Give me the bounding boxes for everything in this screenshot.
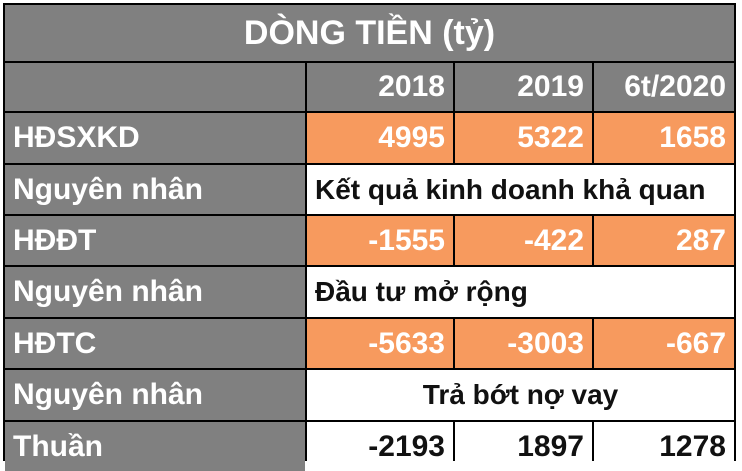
row-label-reason-2: Nguyên nhân (5, 267, 305, 317)
row-label-hdsxkd: HĐSXKD (5, 113, 305, 163)
row-label-hdtc: HĐTC (5, 319, 305, 368)
row-label-reason-3: Nguyên nhân (5, 370, 305, 420)
hddt-6t-2020: 287 (594, 216, 734, 265)
thuan-2019: 1897 (455, 422, 592, 471)
hddt-2019: -422 (455, 216, 592, 265)
row-label-reason-1: Nguyên nhân (5, 165, 305, 214)
reason-note-1: Kết quả kinh doanh khả quan (307, 165, 734, 214)
row-label-thuan: Thuần (5, 422, 305, 471)
reason-note-3: Trả bớt nợ vay (307, 370, 734, 420)
header-corner (5, 63, 305, 111)
hdsxkd-2018: 4995 (307, 113, 453, 163)
thuan-6t-2020: 1278 (594, 422, 734, 471)
hdtc-6t-2020: -667 (594, 319, 734, 368)
hddt-2018: -1555 (307, 216, 453, 265)
thuan-2018: -2193 (307, 422, 453, 471)
table-title: DÒNG TIỀN (tỷ) (5, 5, 734, 61)
reason-note-2: Đầu tư mở rộng (307, 267, 734, 317)
year-header-2018: 2018 (307, 63, 453, 111)
cash-flow-table: DÒNG TIỀN (tỷ) 2018 2019 6t/2020 HĐSXKD … (3, 3, 736, 471)
year-header-6t-2020: 6t/2020 (594, 63, 734, 111)
hdsxkd-2019: 5322 (455, 113, 592, 163)
hdtc-2018: -5633 (307, 319, 453, 368)
year-header-2019: 2019 (455, 63, 592, 111)
hdsxkd-6t-2020: 1658 (594, 113, 734, 163)
hdtc-2019: -3003 (455, 319, 592, 368)
row-label-hddt: HĐĐT (5, 216, 305, 265)
